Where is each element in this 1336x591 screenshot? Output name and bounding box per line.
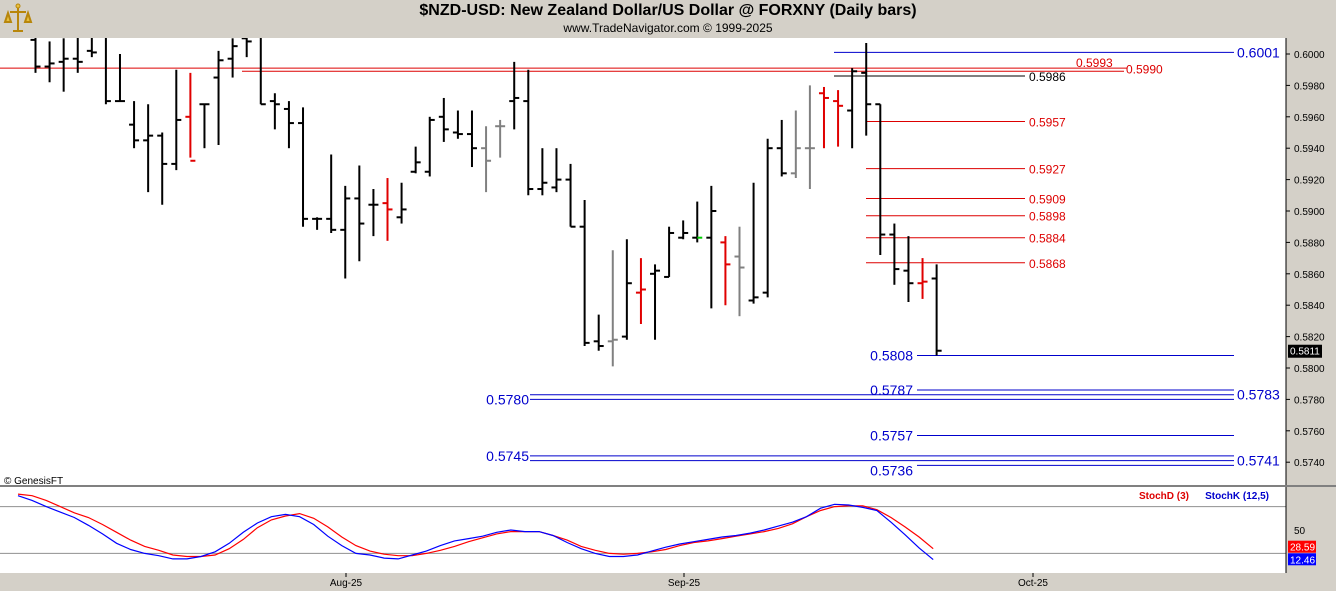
genesis-logo-icon — [3, 3, 33, 32]
price-tick-label: 0.5940 — [1294, 144, 1325, 155]
price-tick-label: 0.5900 — [1294, 207, 1325, 218]
last-price-box — [1288, 344, 1322, 358]
level-label: 0.5993 — [1076, 56, 1113, 70]
level-label: 0.5736 — [870, 462, 913, 478]
stochK-value-box — [1288, 553, 1316, 566]
date-label: Sep-25 — [668, 578, 701, 589]
level-label: 0.5780 — [486, 391, 529, 407]
price-tick-label: 0.5780 — [1294, 395, 1325, 406]
level-label: 0.5884 — [1029, 232, 1066, 246]
date-label: Oct-25 — [1018, 578, 1048, 589]
price-tick-label: 0.5760 — [1294, 427, 1325, 438]
price-tick-label: 0.5740 — [1294, 458, 1325, 469]
date-label: Aug-25 — [330, 578, 363, 589]
stochD-value-box — [1288, 540, 1316, 553]
stochD-value-label: 28.59 — [1290, 543, 1315, 554]
level-label: 0.5808 — [870, 347, 913, 363]
ohlc-bars — [30, 38, 942, 367]
last-price-label: 0.5811 — [1290, 347, 1320, 358]
level-label: 0.5909 — [1029, 192, 1066, 206]
chart-title: $NZD-USD: New Zealand Dollar/US Dollar @… — [419, 2, 917, 19]
level-label: 0.5927 — [1029, 163, 1066, 177]
stochD-legend: StochD (3) — [1139, 491, 1189, 502]
date-axis: Aug-25 Sep-25 Oct-25 — [330, 573, 1048, 589]
level-label: 0.5787 — [870, 382, 913, 398]
watermark: © GenesisFT — [4, 476, 63, 487]
price-tick-label: 0.5880 — [1294, 238, 1325, 249]
level-label: 0.5783 — [1237, 387, 1280, 403]
level-label: 0.5757 — [870, 428, 913, 444]
price-tick-label: 0.5860 — [1294, 270, 1325, 281]
stoch-series-line — [17, 495, 934, 561]
chart-subtitle: www.TradeNavigator.com © 1999-2025 — [563, 21, 773, 35]
level-label: 0.5990 — [1126, 62, 1163, 76]
price-tick-label: 0.5960 — [1294, 113, 1325, 124]
level-lines: 0.6001 0.5993 0.5990 0.5986 0.5957 0.5927 0.59… — [0, 44, 1280, 478]
level-label: 0.6001 — [1237, 44, 1280, 60]
price-tick-label: 0.5820 — [1294, 333, 1325, 344]
price-tick-label: 0.5800 — [1294, 364, 1325, 375]
level-label: 0.5898 — [1029, 210, 1066, 224]
price-tick-label: 0.5920 — [1294, 176, 1325, 187]
price-panel-bg — [0, 38, 1286, 485]
price-chart: 0.6000 0.5980 0.5960 0.5940 0.5920 0.5900 0.58… — [0, 38, 1336, 589]
stoch-panel-bg — [0, 487, 1286, 573]
chart-header: $NZD-USD: New Zealand Dollar/US Dollar @… — [0, 0, 1336, 38]
level-label: 0.5741 — [1237, 453, 1280, 469]
stoch-series-line — [17, 493, 934, 558]
price-tick-label: 0.5840 — [1294, 301, 1325, 312]
price-tick-label: 0.6000 — [1294, 50, 1325, 61]
level-label: 0.5986 — [1029, 70, 1066, 84]
level-label: 0.5868 — [1029, 257, 1066, 271]
stoch-tick-label: 50 — [1294, 526, 1306, 537]
stochK-legend: StochK (12,5) — [1205, 491, 1269, 502]
price-tick-label: 0.5980 — [1294, 81, 1325, 92]
level-label: 0.5745 — [486, 448, 529, 464]
level-label: 0.5957 — [1029, 116, 1066, 130]
price-axis: 0.6000 0.5980 0.5960 0.5940 0.5920 0.5900 0.58… — [1285, 38, 1325, 485]
stochK-value-label: 12.46 — [1290, 555, 1315, 566]
